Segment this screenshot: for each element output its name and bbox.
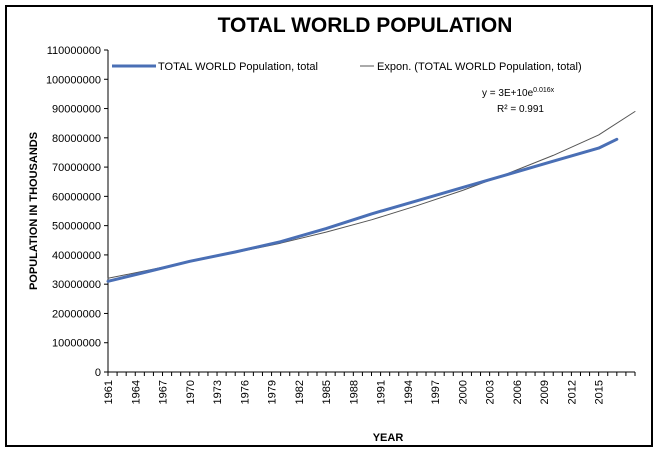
y-tick-label: 80000000 — [52, 133, 101, 145]
x-tick-label: 1961 — [103, 380, 115, 404]
y-tick-label: 30000000 — [52, 279, 101, 291]
x-tick-label: 2009 — [539, 380, 551, 404]
x-tick-label: 2000 — [457, 380, 469, 404]
trendline-equation: y = 3E+10e0.016x R² = 0.991 — [482, 87, 555, 115]
x-tick-label: 2015 — [594, 380, 606, 404]
x-tick-label: 1994 — [403, 380, 415, 404]
x-tick-label: 1991 — [376, 380, 388, 404]
legend-label-actual: TOTAL WORLD Population, total — [158, 61, 318, 73]
series-layer — [106, 111, 636, 283]
x-axis-label: YEAR — [373, 432, 404, 444]
x-tick-label: 1988 — [348, 380, 360, 404]
y-tick-label: 0 — [95, 367, 101, 379]
chart-title: TOTAL WORLD POPULATION — [218, 14, 513, 37]
legend-label-trend: Expon. (TOTAL WORLD Population, total) — [377, 61, 582, 73]
y-tick-label: 10000000 — [52, 338, 101, 350]
legend: TOTAL WORLD Population, total Expon. (TO… — [112, 61, 582, 73]
x-tick-label: 1967 — [158, 380, 170, 404]
y-tick-label: 60000000 — [52, 191, 101, 203]
y-ticks: 0 10000000 20000000 30000000 40000000 5000000… — [46, 45, 108, 379]
x-ticks: 1961 1964 1967 1970 1973 1976 1979 1982 1985 1988… — [103, 372, 636, 404]
y-tick-label: 70000000 — [52, 162, 101, 174]
y-axis-label: POPULATION IN THOUSANDS — [28, 132, 40, 290]
x-tick-label: 1982 — [294, 380, 306, 404]
y-tick-label: 40000000 — [52, 250, 101, 262]
x-tick-label: 1976 — [239, 380, 251, 404]
r-squared-text: R² = 0.991 — [497, 104, 544, 115]
population-series-line — [106, 137, 619, 283]
y-tick-label: 90000000 — [52, 104, 101, 116]
x-tick-label: 1979 — [267, 380, 279, 404]
x-tick-label: 1997 — [430, 380, 442, 404]
equation-text: y = 3E+10e0.016x — [482, 87, 555, 99]
x-tick-label: 2003 — [485, 380, 497, 404]
x-tick-label: 1970 — [185, 380, 197, 404]
x-tick-label: 1973 — [212, 380, 224, 404]
x-tick-label: 1985 — [321, 380, 333, 404]
equation-exponent: 0.016x — [533, 87, 555, 94]
x-tick-label: 2012 — [566, 380, 578, 404]
y-tick-label: 50000000 — [52, 221, 101, 233]
equation-base: y = 3E+10e — [482, 88, 534, 99]
y-tick-label: 110000000 — [47, 45, 101, 57]
x-tick-label: 2006 — [512, 380, 524, 404]
y-tick-label: 20000000 — [52, 308, 101, 320]
x-tick-label: 1964 — [130, 380, 142, 404]
y-tick-label: 100000000 — [46, 74, 101, 86]
